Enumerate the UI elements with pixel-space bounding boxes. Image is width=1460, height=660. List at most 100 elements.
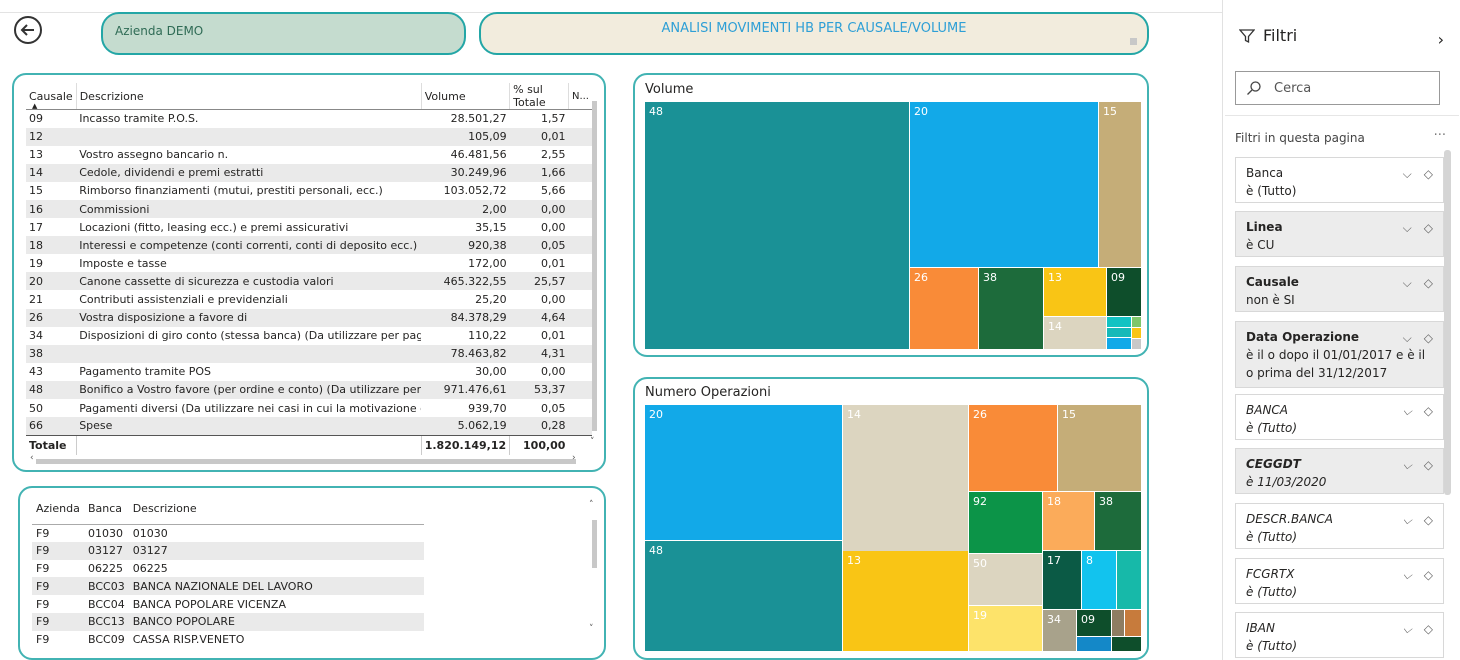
filter-card-ceggdt[interactable]: CEGGDT è 11/03/2020 ⌵ ◇ bbox=[1235, 448, 1444, 494]
table-row[interactable]: 20 Canone cassette di sicurezza e custodi… bbox=[26, 272, 592, 291]
chevron-down-icon[interactable]: ⌵ bbox=[1402, 404, 1412, 418]
eraser-icon[interactable]: ◇ bbox=[1423, 622, 1433, 636]
filter-card-data-operazione[interactable]: Data Operazione è il o dopo il 01/01/2017… bbox=[1235, 321, 1444, 388]
filter-card-causale[interactable]: Causale non è SI ⌵ ◇ bbox=[1235, 266, 1444, 312]
table-row[interactable]: 15 Rimborso finanziamenti (mutui, prestit… bbox=[26, 182, 592, 200]
eraser-icon[interactable]: ◇ bbox=[1423, 221, 1433, 235]
table-row[interactable]: 50 Pagamenti diversi (Da utilizzare nei c… bbox=[26, 399, 592, 417]
treemap-tile-small[interactable] bbox=[1077, 637, 1111, 651]
treemap-tile-13[interactable]: 13 bbox=[843, 551, 968, 651]
treemap-tile-15[interactable]: 15 bbox=[1099, 102, 1141, 267]
eraser-icon[interactable]: ◇ bbox=[1423, 458, 1433, 472]
treemap-tile-small[interactable] bbox=[1125, 610, 1141, 636]
table-row[interactable]: F9 BCC13 BANCO POPOLARE bbox=[32, 612, 424, 631]
treemap-tile-09[interactable]: 09 bbox=[1077, 610, 1111, 636]
treemap-tile-15[interactable]: 15 bbox=[1058, 405, 1141, 491]
treemap-tile-20[interactable]: 20 bbox=[910, 102, 1098, 267]
table-row[interactable]: 38 78.463,82 4,31 bbox=[26, 344, 592, 363]
treemap-tile-38[interactable]: 38 bbox=[979, 268, 1043, 349]
filter-card-banca[interactable]: Banca è (Tutto) ⌵ ◇ bbox=[1235, 157, 1444, 203]
column-header-banca[interactable]: Banca bbox=[83, 494, 129, 525]
treemap-tile-19[interactable]: 19 bbox=[969, 606, 1042, 651]
table-row[interactable]: 13 Vostro assegno bancario n. 46.481,56 2,5… bbox=[26, 146, 592, 164]
table-row[interactable]: F9 01030 01030 bbox=[32, 524, 424, 542]
treemap-tile-small[interactable] bbox=[1132, 328, 1141, 338]
treemap-tile-13[interactable]: 13 bbox=[1044, 268, 1106, 316]
table-row[interactable]: F9 BCC03 BANCA NAZIONALE DEL LAVORO bbox=[32, 577, 424, 596]
filter-card-fcgrtx[interactable]: FCGRTX è (Tutto) ⌵ ◇ bbox=[1235, 558, 1444, 604]
table-row[interactable]: 26 Vostra disposizione a favore di 84.378,… bbox=[26, 308, 592, 327]
filter-card-iban[interactable]: IBAN è (Tutto) ⌵ ◇ bbox=[1235, 612, 1444, 658]
table-row[interactable]: 21 Contributi assistenziali e previdenzia… bbox=[26, 290, 592, 308]
treemap-tile-small[interactable] bbox=[1117, 551, 1141, 609]
table-row[interactable]: F9 BCC09 CASSA RISP.VENETO bbox=[32, 631, 424, 649]
treemap-tile-20[interactable]: 20 bbox=[645, 405, 842, 540]
column-header-azienda[interactable]: Azienda bbox=[32, 494, 84, 525]
scroll-down-icon[interactable]: ˅ bbox=[590, 437, 595, 447]
treemap-tile-small[interactable] bbox=[1107, 317, 1131, 327]
table-row[interactable]: 66 Spese 5.062,19 0,28 bbox=[26, 417, 592, 436]
eraser-icon[interactable]: ◇ bbox=[1423, 568, 1433, 582]
treemap-tile-50[interactable]: 50 bbox=[969, 554, 1042, 605]
treemap-tile-small[interactable] bbox=[1132, 317, 1141, 327]
table-row[interactable]: 43 Pagamento tramite POS 30,00 0,00 bbox=[26, 363, 592, 381]
treemap-tile-48[interactable]: 48 bbox=[645, 102, 909, 349]
scroll-right-icon[interactable]: › bbox=[572, 453, 576, 463]
chevron-down-icon[interactable]: ⌵ bbox=[1402, 568, 1412, 582]
chevron-down-icon[interactable]: ⌵ bbox=[1402, 221, 1412, 235]
table-vertical-scrollbar[interactable] bbox=[592, 101, 597, 431]
treemap-tile-small[interactable] bbox=[1112, 610, 1124, 636]
treemap-tile-92[interactable]: 92 bbox=[969, 492, 1042, 553]
chevron-down-icon[interactable]: ⌵ bbox=[1402, 276, 1412, 290]
company-button[interactable]: Azienda DEMO bbox=[101, 12, 466, 55]
table-row[interactable]: 48 Bonifico a Vostro favore (per ordine e… bbox=[26, 380, 592, 399]
scroll-left-icon[interactable]: ‹ bbox=[30, 453, 34, 463]
column-header-causale[interactable]: Causale ▲ bbox=[26, 83, 77, 110]
treemap-tile-small[interactable] bbox=[1132, 339, 1141, 349]
column-header-volume[interactable]: Volume bbox=[420, 83, 510, 110]
scroll-up-icon[interactable]: ˄ bbox=[589, 500, 594, 510]
eraser-icon[interactable]: ◇ bbox=[1423, 276, 1433, 290]
treemap-tile-34[interactable]: 34 bbox=[1043, 610, 1076, 651]
eraser-icon[interactable]: ◇ bbox=[1423, 513, 1433, 527]
treemap-tile-26[interactable]: 26 bbox=[969, 405, 1057, 491]
treemap-tile-17[interactable]: 17 bbox=[1043, 551, 1081, 609]
table-vertical-scrollbar[interactable] bbox=[592, 520, 597, 568]
table-row[interactable]: 19 Imposte e tasse 172,00 0,01 bbox=[26, 254, 592, 272]
table-row[interactable]: 12 105,09 0,01 bbox=[26, 127, 592, 146]
treemap-tile-09[interactable]: 09 bbox=[1107, 268, 1141, 316]
table-row[interactable]: F9 06225 06225 bbox=[32, 560, 424, 578]
table-row[interactable]: F9 03127 03127 bbox=[32, 541, 424, 560]
column-header-descrizione[interactable]: Descrizione bbox=[128, 494, 424, 525]
treemap-tile-14[interactable]: 14 bbox=[1044, 317, 1106, 349]
filter-card-descr-banca[interactable]: DESCR.BANCA è (Tutto) ⌵ ◇ bbox=[1235, 503, 1444, 549]
treemap-tile-18[interactable]: 18 bbox=[1043, 492, 1094, 550]
chevron-down-icon[interactable]: ⌵ bbox=[1402, 167, 1412, 181]
back-arrow-icon[interactable] bbox=[14, 16, 42, 44]
table-row[interactable]: 14 Cedole, dividendi e premi estratti 30.2… bbox=[26, 163, 592, 182]
chevron-down-icon[interactable]: ⌵ bbox=[1402, 458, 1412, 472]
treemap-tile-small[interactable] bbox=[1107, 328, 1131, 337]
table-row[interactable]: F9 BCC04 BANCA POPOLARE VICENZA bbox=[32, 595, 424, 613]
treemap-tile-38[interactable]: 38 bbox=[1095, 492, 1141, 550]
table-row[interactable]: 16 Commissioni 2,00 0,00 bbox=[26, 199, 592, 219]
treemap-tile-small[interactable] bbox=[1112, 637, 1141, 651]
eraser-icon[interactable]: ◇ bbox=[1423, 404, 1433, 418]
treemap-tile-26[interactable]: 26 bbox=[910, 268, 978, 349]
filter-search-input[interactable]: Cerca bbox=[1235, 71, 1440, 105]
filter-card-linea[interactable]: Linea è CU ⌵ ◇ bbox=[1235, 211, 1444, 257]
treemap-tile-small[interactable] bbox=[1107, 338, 1131, 349]
eraser-icon[interactable]: ◇ bbox=[1423, 331, 1433, 345]
column-header-n[interactable]: N... bbox=[567, 83, 592, 110]
chevron-down-icon[interactable]: ⌵ bbox=[1402, 513, 1412, 527]
scroll-down-icon[interactable]: ˅ bbox=[589, 624, 594, 634]
treemap-tile-8[interactable]: 8 bbox=[1082, 551, 1116, 609]
table-row[interactable]: 18 Interessi e competenze (conti correnti… bbox=[26, 236, 592, 255]
chevron-down-icon[interactable]: ⌵ bbox=[1402, 622, 1412, 636]
table-horizontal-scrollbar[interactable] bbox=[36, 459, 576, 464]
treemap-tile-48[interactable]: 48 bbox=[645, 541, 842, 651]
column-header-descrizione[interactable]: Descrizione bbox=[75, 83, 422, 110]
table-row[interactable]: 09 Incasso tramite P.O.S. 28.501,27 1,57 bbox=[26, 110, 592, 128]
filters-scrollbar[interactable] bbox=[1444, 150, 1451, 495]
table-row[interactable]: 17 Locazioni (fitto, leasing ecc.) e prem… bbox=[26, 218, 592, 236]
